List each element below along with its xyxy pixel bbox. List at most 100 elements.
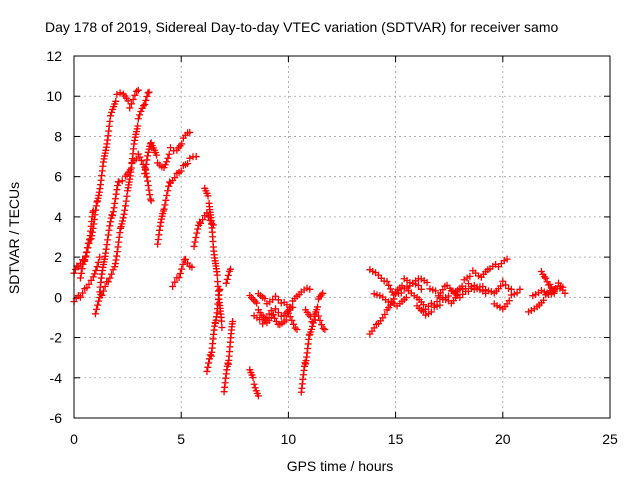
data-point (102, 245, 110, 253)
data-point (89, 273, 97, 281)
data-point (76, 274, 84, 282)
data-point (432, 287, 440, 295)
data-point (321, 326, 329, 334)
data-point (196, 219, 204, 227)
data-point (78, 265, 86, 273)
data-point (163, 192, 171, 200)
data-point (104, 231, 112, 239)
data-point (166, 178, 174, 186)
data-point (126, 104, 134, 112)
data-point (542, 274, 550, 282)
x-tick-label: 5 (177, 431, 185, 447)
data-point (499, 277, 507, 285)
data-point (137, 107, 145, 115)
data-point (105, 226, 113, 234)
data-point (95, 297, 103, 305)
data-point (436, 301, 444, 309)
data-point (134, 86, 142, 94)
data-point (222, 279, 230, 287)
data-point (290, 320, 298, 328)
data-point (181, 255, 189, 263)
data-point (414, 282, 422, 290)
data-point (109, 211, 117, 219)
data-point (127, 100, 135, 108)
data-point (164, 187, 172, 195)
y-axis-title: SDTVAR / TECUs (6, 182, 22, 294)
data-point (423, 279, 431, 287)
chart-title: Day 178 of 2019, Sidereal Day-to-day VTE… (45, 19, 558, 35)
data-point (547, 284, 555, 292)
data-point (402, 294, 410, 302)
data-point (193, 229, 201, 237)
data-point (397, 289, 405, 297)
data-point (216, 285, 224, 293)
data-point (497, 282, 505, 290)
data-point (308, 325, 316, 333)
data-point (179, 260, 187, 268)
data-point (513, 289, 521, 297)
data-point (466, 272, 474, 280)
data-point (191, 238, 199, 246)
data-point (319, 325, 327, 332)
y-tick-label: 4 (54, 209, 62, 225)
data-point (319, 289, 327, 297)
data-point (505, 297, 513, 305)
data-point (203, 367, 211, 375)
data-point (77, 269, 85, 277)
data-point (263, 314, 271, 322)
data-point (111, 199, 119, 207)
data-point (314, 312, 322, 320)
data-point (192, 234, 200, 242)
data-point (141, 170, 149, 178)
data-point (223, 275, 231, 283)
data-point (112, 190, 120, 198)
data-point (106, 112, 114, 120)
data-point (190, 242, 198, 250)
data-point (129, 96, 137, 104)
data-point (370, 324, 378, 332)
data-point (145, 88, 153, 96)
data-point (540, 273, 548, 281)
data-point (381, 310, 389, 318)
data-point (186, 128, 194, 136)
y-tick-label: 8 (54, 128, 62, 144)
x-tick-label: 0 (70, 431, 78, 447)
data-point (104, 236, 112, 244)
data-point (163, 158, 171, 166)
data-point (205, 359, 213, 367)
data-point (171, 278, 179, 286)
data-point (143, 156, 151, 164)
data-point (218, 317, 226, 325)
data-point (114, 182, 122, 190)
data-point (306, 285, 314, 293)
data-point (139, 102, 147, 110)
data-point (286, 313, 294, 321)
data-point (132, 155, 140, 163)
data-point (144, 89, 152, 97)
data-point (165, 150, 173, 158)
data-point (178, 140, 186, 148)
data-point (83, 244, 91, 252)
data-point (131, 91, 139, 99)
data-point (93, 263, 101, 271)
data-point (109, 208, 117, 216)
data-point (318, 321, 326, 329)
y-tick-label: 6 (54, 169, 62, 185)
data-point (164, 154, 172, 162)
data-point (540, 296, 548, 304)
data-point (162, 196, 170, 204)
data-point (106, 218, 114, 226)
x-tick-label: 20 (495, 431, 511, 447)
data-point (138, 157, 146, 165)
plot-frame (73, 55, 611, 419)
data-point (427, 308, 435, 316)
data-point (161, 201, 169, 209)
y-tick-label: 12 (46, 48, 62, 64)
data-point (171, 174, 179, 182)
x-axis-title: GPS time / hours (287, 458, 394, 474)
data-point (274, 309, 282, 317)
data-point (166, 144, 174, 152)
data-point (73, 262, 81, 270)
data-point (175, 274, 183, 282)
data-point (113, 186, 121, 194)
